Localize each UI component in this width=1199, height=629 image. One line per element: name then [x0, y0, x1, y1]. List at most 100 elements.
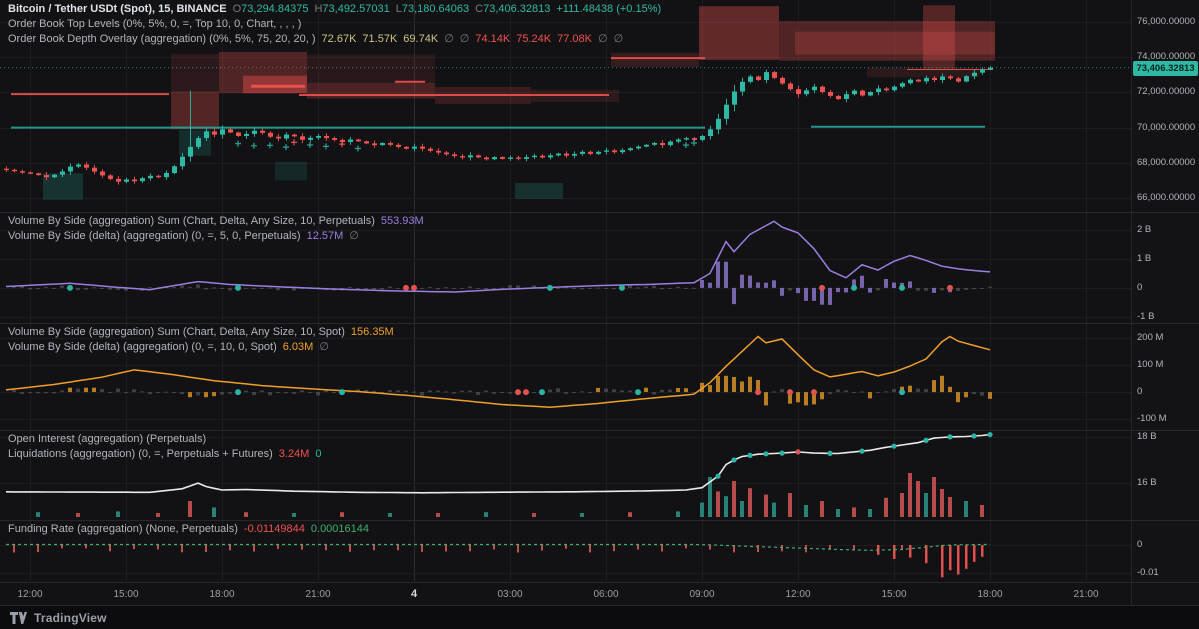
legend-part: Funding Rate (aggregation) (None, Perpet… — [8, 523, 238, 535]
svg-text:18:00: 18:00 — [977, 589, 1002, 600]
legend-part: Order Book Top Levels (0%, 5%, 0, =, Top… — [8, 18, 302, 30]
svg-text:06:00: 06:00 — [593, 589, 618, 600]
last-price-label: 73,406.32813 — [1133, 60, 1198, 76]
legend-part: ∅ — [597, 33, 608, 45]
footer-bar: TradingView — [0, 605, 1199, 629]
axis-label: 74,000.00000 — [1137, 51, 1196, 63]
legend-row-perp-0[interactable]: Volume By Side (aggregation) Sum (Chart,… — [8, 214, 430, 229]
legend-part: Volume By Side (aggregation) Sum (Chart,… — [8, 215, 375, 227]
axis-label: 68,000.00000 — [1137, 156, 1196, 168]
legend-part: 73,492.57031 — [322, 3, 390, 15]
legend-part: H — [314, 3, 323, 15]
svg-text:15:00: 15:00 — [113, 589, 138, 600]
legend-row-perp-1[interactable]: Volume By Side (delta) (aggregation) (0,… — [8, 229, 430, 244]
legend-part: Order Book Depth Overlay (aggregation) (… — [8, 33, 316, 45]
axis-label: 200 M — [1137, 331, 1164, 343]
axis-label: 76,000.00000 — [1137, 15, 1196, 27]
legend-part: ∅ — [613, 33, 624, 45]
legend-part: Bitcoin / Tether USDt (Spot), 15, BINANC… — [8, 3, 227, 15]
legend-part: C — [475, 3, 484, 15]
legend-part: Volume By Side (delta) (aggregation) (0,… — [8, 230, 301, 242]
legend-part: 71.57K — [362, 33, 398, 45]
legend-part: ∅ — [444, 33, 454, 45]
chart-panels[interactable]: Bitcoin / Tether USDt (Spot), 15, BINANC… — [0, 0, 1131, 605]
volume-perpetuals-panel[interactable]: Volume By Side (aggregation) Sum (Chart,… — [0, 212, 1131, 323]
legend-part: ∅ — [459, 33, 470, 45]
legend-row-oi-0[interactable]: Open Interest (aggregation) (Perpetuals) — [8, 432, 327, 447]
legend-part: Volume By Side (delta) (aggregation) (0,… — [8, 341, 277, 353]
svg-text:03:00: 03:00 — [497, 589, 522, 600]
legend-row-funding-0[interactable]: Funding Rate (aggregation) (None, Perpet… — [8, 522, 375, 537]
volume-spot-panel[interactable]: Volume By Side (aggregation) Sum (Chart,… — [0, 323, 1131, 430]
brand-text[interactable]: TradingView — [34, 610, 107, 625]
legend-row-price-0[interactable]: Bitcoin / Tether USDt (Spot), 15, BINANC… — [8, 2, 667, 17]
open-interest-chart[interactable] — [0, 430, 1131, 520]
legend-row-spot-1[interactable]: Volume By Side (delta) (aggregation) (0,… — [8, 340, 400, 355]
legend-part: 553.93M — [380, 215, 424, 227]
time-axis-separator — [0, 582, 1199, 583]
volume-perpetuals-chart[interactable] — [0, 212, 1131, 323]
axis-label: -0.01 — [1137, 567, 1159, 579]
tradingview-logo-icon[interactable] — [10, 611, 27, 624]
open-interest-legend: Open Interest (aggregation) (Perpetuals)… — [8, 432, 327, 462]
legend-row-price-1[interactable]: Order Book Top Levels (0%, 5%, 0, =, Top… — [8, 17, 667, 32]
legend-part: ∅ — [319, 341, 329, 353]
legend-part: 12.57M — [306, 230, 344, 242]
price-axis-column[interactable]: 76,000.00000 74,000.00000 72,000.00000 70,0… — [1131, 0, 1199, 605]
legend-row-price-2[interactable]: Order Book Depth Overlay (aggregation) (… — [8, 32, 667, 47]
legend-part: 73,180.64063 — [401, 3, 470, 15]
legend-row-oi-1[interactable]: Liquidations (aggregation) (0, =, Perpet… — [8, 447, 327, 462]
volume-spot-chart[interactable] — [0, 323, 1131, 430]
svg-text:12:00: 12:00 — [785, 589, 810, 600]
panel-separator[interactable] — [0, 323, 1199, 324]
price-panel[interactable]: Bitcoin / Tether USDt (Spot), 15, BINANC… — [0, 0, 1131, 212]
axis-label: -1 B — [1137, 310, 1155, 322]
candlestick-chart[interactable] — [0, 0, 1131, 212]
svg-text:09:00: 09:00 — [689, 589, 714, 600]
legend-part: 73,406.32813 — [483, 3, 551, 15]
legend-part: 3.24M — [278, 448, 310, 460]
legend-part: L — [395, 3, 402, 15]
svg-text:21:00: 21:00 — [1073, 589, 1098, 600]
legend-part: 73,294.84375 — [241, 3, 309, 15]
svg-text:21:00: 21:00 — [305, 589, 330, 600]
legend-part: 77.08K — [557, 33, 592, 45]
legend-part: 6.03M — [282, 341, 314, 353]
axis-label: 18 B — [1137, 430, 1157, 442]
panel-separator[interactable] — [0, 430, 1199, 431]
axis-label: 1 B — [1137, 252, 1152, 264]
time-axis-labels: 12:00 15:00 18:00 21:00 4 03:00 06:00 09:00 12:0… — [17, 588, 1098, 600]
axis-label: -100 M — [1137, 413, 1167, 425]
legend-part: 0.00016144 — [310, 523, 370, 535]
volume-perpetuals-legend: Volume By Side (aggregation) Sum (Chart,… — [8, 214, 430, 244]
axis-label: 0 — [1137, 281, 1143, 293]
legend-part: Open Interest (aggregation) (Perpetuals) — [8, 433, 207, 445]
open-interest-panel[interactable]: Open Interest (aggregation) (Perpetuals)… — [0, 430, 1131, 520]
panel-separator[interactable] — [0, 520, 1199, 521]
legend-part: ∅ — [349, 230, 359, 242]
funding-rate-legend: Funding Rate (aggregation) (None, Perpet… — [8, 522, 375, 537]
funding-rate-chart[interactable] — [0, 520, 1131, 582]
svg-text:4: 4 — [411, 588, 418, 600]
legend-part: 72.67K — [321, 33, 357, 45]
price-legend: Bitcoin / Tether USDt (Spot), 15, BINANC… — [8, 2, 667, 47]
axis-label: 72,000.00000 — [1137, 86, 1196, 98]
legend-part: Liquidations (aggregation) (0, =, Perpet… — [8, 448, 273, 460]
legend-part: 0 — [315, 448, 322, 460]
funding-rate-panel[interactable]: Funding Rate (aggregation) (None, Perpet… — [0, 520, 1131, 582]
axis-label: 66,000.00000 — [1137, 191, 1196, 203]
legend-part: 69.74K — [403, 33, 439, 45]
legend-part: +111.48438 (+0.15%) — [556, 3, 662, 15]
axis-label: 16 B — [1137, 477, 1157, 489]
legend-row-spot-0[interactable]: Volume By Side (aggregation) Sum (Chart,… — [8, 325, 400, 340]
panel-separator[interactable] — [0, 212, 1199, 213]
axis-label: 70,000.00000 — [1137, 121, 1196, 133]
axis-label: 100 M — [1137, 358, 1164, 370]
svg-text:12:00: 12:00 — [17, 589, 42, 600]
legend-part: Volume By Side (aggregation) Sum (Chart,… — [8, 326, 345, 338]
legend-part: 75.24K — [516, 33, 552, 45]
svg-text:18:00: 18:00 — [209, 589, 234, 600]
time-axis[interactable]: 12:00 15:00 18:00 21:00 4 03:00 06:00 09:00 12:0… — [0, 582, 1131, 605]
volume-spot-legend: Volume By Side (aggregation) Sum (Chart,… — [8, 325, 400, 355]
